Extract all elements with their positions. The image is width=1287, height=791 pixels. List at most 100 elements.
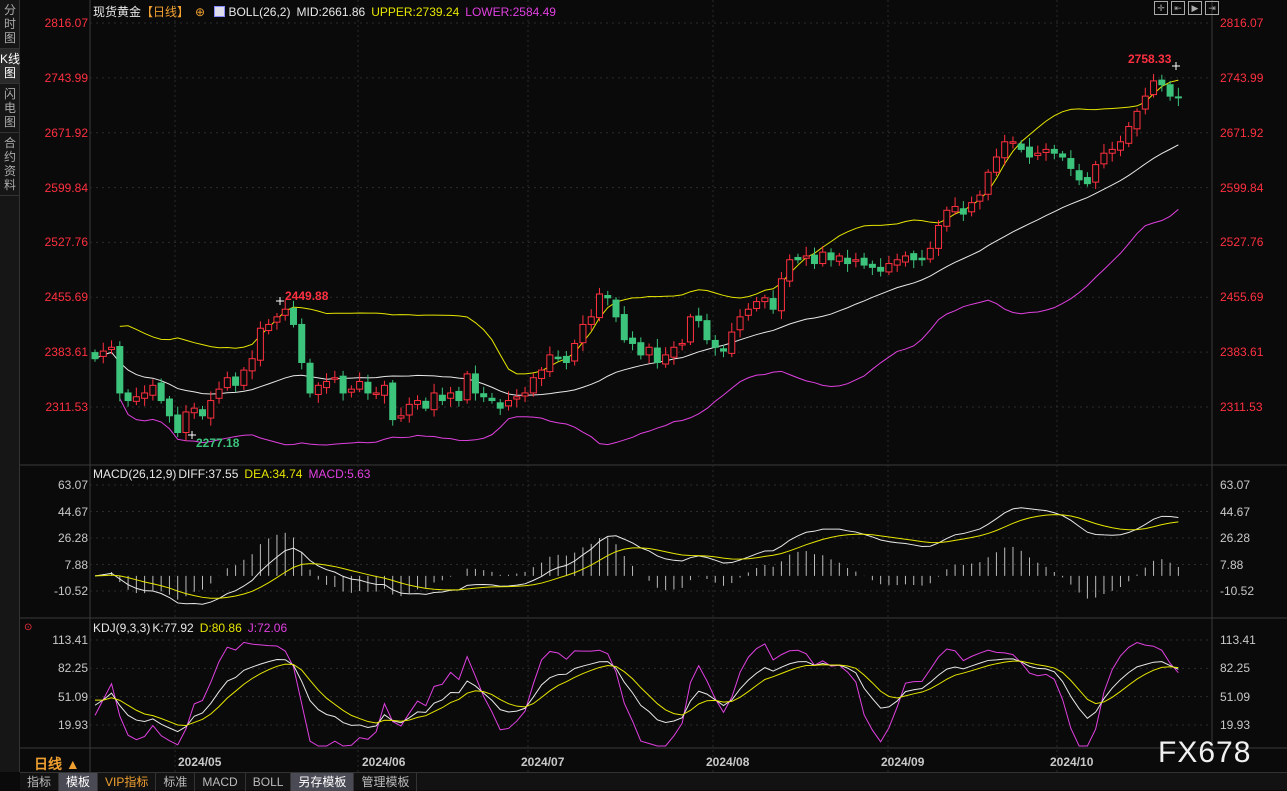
candle-body xyxy=(199,409,207,417)
macd-legend: MACD(26,12,9) DIFF:37.55 DEA:34.74 MACD:5.6… xyxy=(93,467,376,481)
candle-body xyxy=(248,358,256,372)
left-view-tabs: 分时图 K线图 闪电图 合约资料 xyxy=(0,0,20,772)
zoom-play-icon[interactable]: ▶ xyxy=(1188,1,1202,15)
y-tick-label: -10.52 xyxy=(53,584,88,598)
candle-body xyxy=(1050,148,1058,154)
period-selector[interactable]: 日线 ▲ xyxy=(34,756,80,772)
indicator-icon[interactable] xyxy=(214,6,226,17)
tab-boll[interactable]: BOLL xyxy=(246,773,292,791)
y-tick-label: 2311.53 xyxy=(1220,400,1263,414)
candle-body xyxy=(414,400,422,405)
extreme-marker xyxy=(1172,62,1180,70)
candle-body xyxy=(786,259,794,282)
candle-body xyxy=(1100,152,1108,165)
tab-template[interactable]: 模板 xyxy=(59,773,99,791)
candle-body xyxy=(637,342,645,356)
candle-body xyxy=(99,350,107,357)
candle-body xyxy=(984,171,992,195)
y-tick-label: 2383.61 xyxy=(1220,345,1264,360)
candle-body xyxy=(174,414,182,434)
date-tick: 2024/10 xyxy=(1050,755,1094,769)
candle-body xyxy=(711,339,719,348)
y-tick-label: 2311.53 xyxy=(45,400,89,414)
candle-body xyxy=(951,205,959,213)
chart-canvas[interactable] xyxy=(0,0,1287,772)
zoom-right-icon[interactable]: ⇥ xyxy=(1205,1,1219,15)
tab-save-template[interactable]: 另存模板 xyxy=(291,773,355,791)
candle-body xyxy=(571,342,579,362)
candle-body xyxy=(579,323,587,344)
boll-mid-line xyxy=(94,144,1179,396)
candle-body xyxy=(546,354,554,373)
y-tick-label: 2599.84 xyxy=(1220,180,1264,195)
kdj-d: D:80.86 xyxy=(199,621,242,635)
y-tick-label: 2383.61 xyxy=(44,345,88,360)
y-tick-label: 113.41 xyxy=(52,633,88,647)
tab-standard[interactable]: 标准 xyxy=(156,773,196,791)
boll-upper: UPPER:2739.24 xyxy=(371,5,460,19)
candle-body xyxy=(339,375,347,394)
candle-body xyxy=(910,253,918,261)
y-tick-label: 44.67 xyxy=(57,504,88,519)
candle-body xyxy=(877,266,885,272)
tab-manage-template[interactable]: 管理模板 xyxy=(354,773,418,791)
candle-body xyxy=(901,255,909,263)
candle-body xyxy=(240,369,248,386)
candle-body xyxy=(612,299,620,318)
candle-body xyxy=(380,384,388,396)
crosshair-icon[interactable]: ✛ xyxy=(1154,1,1168,15)
candle-body xyxy=(1166,84,1174,97)
candle-body xyxy=(1009,141,1017,144)
candle-body xyxy=(455,390,463,402)
tab-flash[interactable]: 闪电图 xyxy=(0,84,20,133)
candle-body xyxy=(1042,148,1050,153)
candle-body xyxy=(604,295,612,299)
macd-name: MACD(26,12,9) xyxy=(93,467,177,481)
bottom-tab-bar: 指标 模板 VIP指标 标准 MACD BOLL 另存模板 管理模板 xyxy=(20,772,1287,791)
candle-body xyxy=(678,342,686,346)
candle-body xyxy=(926,247,934,260)
y-tick-label: 2527.76 xyxy=(1220,235,1264,250)
candle-body xyxy=(430,392,438,411)
candle-body xyxy=(207,400,215,419)
tab-macd[interactable]: MACD xyxy=(195,773,246,791)
tab-timeshare[interactable]: 分时图 xyxy=(0,0,20,49)
candle-body xyxy=(1150,80,1158,96)
kdj-j: J:72.06 xyxy=(247,621,288,635)
low-label: 2277.18 xyxy=(196,436,240,450)
y-tick-label: 2671.92 xyxy=(1220,125,1264,140)
settings-icon[interactable]: ⊕ xyxy=(195,5,206,19)
kdj-settings-icon[interactable]: ⊙ xyxy=(24,622,33,633)
candle-body xyxy=(323,381,331,389)
y-tick-label: 2455.69 xyxy=(44,290,88,305)
candle-body xyxy=(827,252,835,261)
candle-body xyxy=(149,384,157,396)
candle-body xyxy=(720,348,728,352)
tab-vip-indicator[interactable]: VIP指标 xyxy=(98,773,157,791)
y-tick-label: 2816.07 xyxy=(44,16,88,30)
candle-body xyxy=(182,411,190,434)
y-tick-label: 82.25 xyxy=(57,661,88,676)
candle-body xyxy=(265,323,273,332)
zoom-left-icon[interactable]: ⇤ xyxy=(1171,1,1185,15)
macd-dea: DEA:34.74 xyxy=(244,467,303,481)
candle-body xyxy=(356,381,364,390)
candle-body xyxy=(1034,152,1042,156)
tab-contract-info[interactable]: 合约资料 xyxy=(0,133,20,196)
high-label: 2758.33 xyxy=(1128,52,1172,66)
candle-body xyxy=(1108,148,1116,154)
candle-body xyxy=(513,396,521,400)
candle-body xyxy=(124,392,132,402)
boll-lower-line xyxy=(119,209,1179,446)
candle-body xyxy=(992,156,1000,173)
y-tick-label: 2743.99 xyxy=(44,70,88,85)
kdj-k-line xyxy=(94,658,1179,733)
candle-body xyxy=(108,346,116,351)
tab-indicator[interactable]: 指标 xyxy=(20,773,60,791)
macd-value: MACD:5.63 xyxy=(308,467,371,481)
candle-body xyxy=(968,202,976,213)
extreme-marker xyxy=(188,431,196,439)
tab-kline[interactable]: K线图 xyxy=(0,49,20,84)
date-tick: 2024/09 xyxy=(881,755,925,769)
candle-body xyxy=(1092,164,1100,183)
